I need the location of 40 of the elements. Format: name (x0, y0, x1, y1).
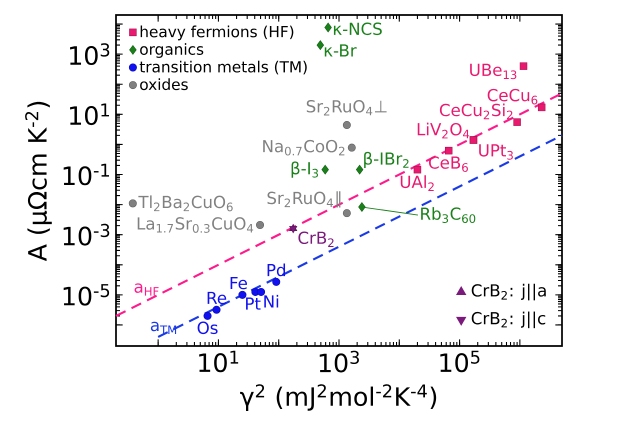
annotation: β-IBr$_{2}$ (364, 152, 409, 168)
annotation: UPt$_{3}$ (479, 144, 513, 160)
x-tick-label: 10$^{1}$ (199, 350, 238, 372)
annotation: CeB$_{6}$ (429, 156, 468, 172)
x-tick-label: 10$^{5}$ (440, 350, 480, 372)
annotation: La$_{1.7}$Sr$_{0.3}$CuO$_{4}$ (138, 217, 254, 233)
text: γ$^{2}$ (mJ$^{2}$mol$^{-2}$K$^{-4}$) (240, 384, 436, 411)
annotation: Fe (230, 276, 247, 290)
x-tick-label: 10$^{3}$ (320, 350, 359, 372)
annotation: LiV$_{2}$O$_{4}$ (418, 122, 470, 138)
legend-label: oxides (140, 78, 188, 90)
annotation: Na$_{0.7}$CoO$_{2}$ (263, 140, 344, 156)
legend-label: CrB$_{2}$: j||a (472, 284, 546, 300)
legend-label: transition metals (TM) (140, 60, 307, 74)
annotation: CeCu$_{2}$Si$_{2}$ (440, 103, 512, 120)
y-tick-label: 10$^{3}$ (70, 43, 110, 66)
annotation: κ-NCS (334, 22, 382, 36)
annotation: κ-Br (324, 44, 357, 56)
y-axis-title: A (μΩcm K$^{-2}$) (25, 102, 52, 262)
annotation: Pt (246, 298, 261, 310)
y-tick-label: 10$^{1}$ (70, 104, 110, 126)
annotation: CeCu$_{6}$ (488, 88, 538, 104)
annotation: UAl$_{2}$ (400, 175, 434, 192)
legend-label: CrB$_{2}$: j||c (472, 312, 546, 328)
legend-label: heavy fermions (HF) (140, 26, 294, 40)
annotation: Os (198, 322, 218, 334)
annotation: Sr$_{2}$RuO$_{4}$⊥ (306, 100, 387, 116)
y-tick-label: 10$^{-5}$ (64, 284, 110, 306)
annotation: Tl$_{2}$Ba$_{2}$CuO$_{6}$ (138, 195, 233, 212)
annotation: Pd (268, 263, 286, 276)
y-tick-label: 10$^{-3}$ (64, 224, 110, 246)
series-label: a$_{HF}$ (134, 283, 159, 296)
annotation: Re (208, 292, 226, 304)
y-tick-label: 10$^{-1}$ (64, 164, 110, 186)
annotation: UBe$_{13}$ (470, 64, 516, 80)
annotation: Rb$_{3}$C$_{60}$ (421, 207, 476, 223)
annotation: CrB$_{2}$ (298, 231, 334, 247)
annotation: Ni (264, 294, 278, 308)
annotation: β-I$_{3}$ (292, 162, 318, 178)
legend-label: organics (140, 43, 204, 58)
